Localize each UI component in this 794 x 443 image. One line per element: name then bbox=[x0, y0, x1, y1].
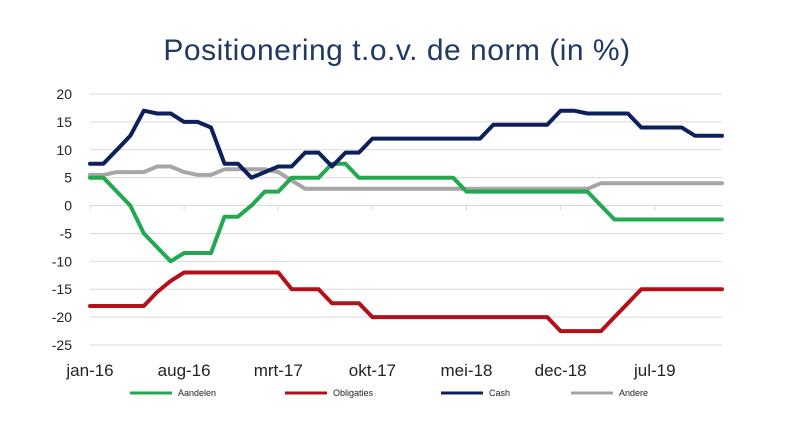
series-lines bbox=[88, 108, 724, 334]
y-tick-label: 20 bbox=[56, 86, 72, 102]
series-line-andere bbox=[88, 164, 724, 191]
series-line-cash bbox=[88, 108, 724, 180]
legend-label-andere: Andere bbox=[619, 388, 648, 398]
legend-label-obligaties: Obligaties bbox=[333, 388, 374, 398]
y-tick-label: 15 bbox=[56, 114, 72, 130]
x-tick-label: jan-16 bbox=[65, 361, 113, 380]
series-line-aandelen bbox=[88, 161, 724, 264]
x-tick-label: aug-16 bbox=[158, 361, 211, 380]
x-tick-label: dec-18 bbox=[535, 361, 587, 380]
x-tick-label: mei-18 bbox=[441, 361, 493, 380]
x-tick-label: jul-19 bbox=[633, 361, 676, 380]
series-line-obligaties bbox=[88, 270, 724, 334]
y-tick-label: -5 bbox=[60, 225, 73, 241]
x-tick-label: okt-17 bbox=[349, 361, 396, 380]
y-tick-label: -10 bbox=[52, 253, 72, 269]
y-axis-ticks: 20 15 10 5 0 -5 -10 -15 -20 -25 bbox=[52, 86, 72, 353]
x-axis bbox=[89, 205, 722, 211]
legend-label-aandelen: Aandelen bbox=[178, 388, 216, 398]
y-tick-label: 0 bbox=[64, 198, 72, 214]
x-axis-ticks: jan-16 aug-16 mrt-17 okt-17 mei-18 dec-18 jul-… bbox=[65, 361, 675, 380]
gridlines bbox=[90, 93, 722, 346]
y-tick-label: 5 bbox=[64, 170, 72, 186]
y-tick-label: -25 bbox=[52, 337, 72, 353]
y-tick-label: -20 bbox=[52, 309, 72, 325]
legend-label-cash: Cash bbox=[489, 388, 510, 398]
chart-title: Positionering t.o.v. de norm (in %) bbox=[163, 34, 631, 67]
legend: Aandelen Obligaties Cash Andere bbox=[130, 388, 648, 398]
x-tick-label: mrt-17 bbox=[254, 361, 303, 380]
y-tick-label: 10 bbox=[56, 142, 72, 158]
y-tick-label: -15 bbox=[52, 281, 72, 297]
